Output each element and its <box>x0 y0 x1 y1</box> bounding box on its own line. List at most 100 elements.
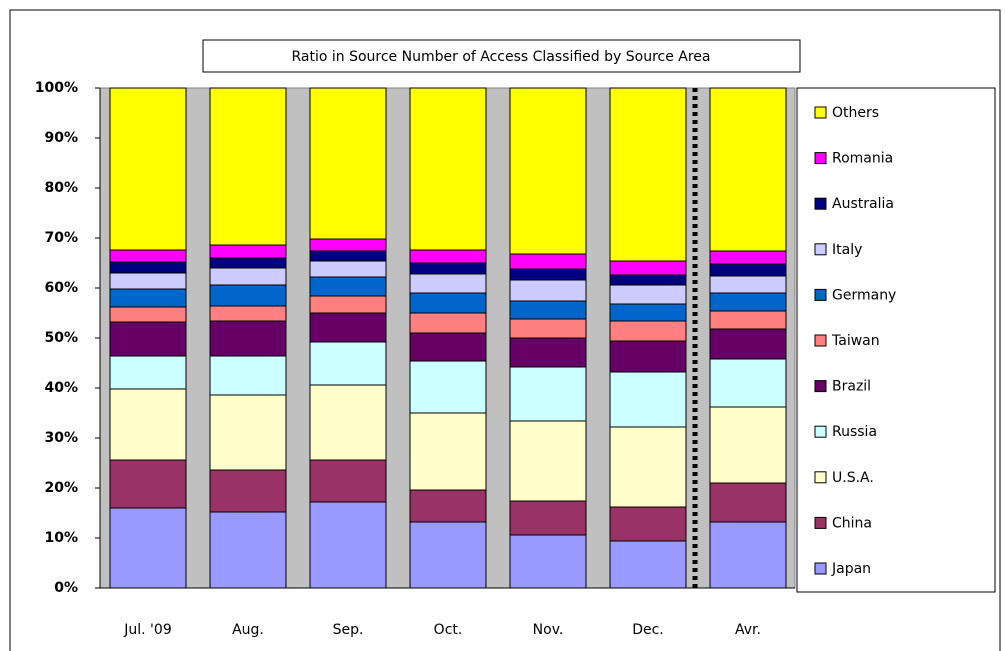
bar-segment <box>609 320 687 342</box>
x-tick-label: Dec. <box>632 622 664 638</box>
bar-segment <box>309 250 387 262</box>
bar-segment <box>409 332 487 362</box>
bar-segment <box>109 355 187 390</box>
bar-segment <box>309 312 387 343</box>
bar-segment <box>309 295 387 314</box>
legend-swatch <box>814 334 827 347</box>
bar-segment <box>109 249 187 263</box>
bar-segment <box>209 511 287 589</box>
title-box <box>202 39 801 73</box>
bar-segment <box>509 337 587 368</box>
bar-segment <box>209 284 287 307</box>
bar-segment <box>709 328 787 360</box>
bar-segment <box>309 459 387 503</box>
bar-segment <box>409 249 487 264</box>
bar-segment <box>309 384 387 461</box>
bar-segment <box>609 87 687 262</box>
bar-segment <box>509 253 587 270</box>
bar-segment <box>509 318 587 339</box>
x-tick-label: Oct. <box>434 622 463 638</box>
bar-segment <box>609 284 687 305</box>
legend-label: Italy <box>832 242 862 258</box>
x-tick-label: Avr. <box>735 622 761 638</box>
bar-segment <box>609 540 687 589</box>
bar-segment <box>709 358 787 408</box>
x-tick-label: Nov. <box>533 622 564 638</box>
bar-segment <box>709 482 787 523</box>
bar-segment <box>109 261 187 274</box>
bar-segment <box>109 87 187 251</box>
bar-segment <box>209 394 287 471</box>
legend-label: Taiwan <box>831 333 880 349</box>
bar-segment <box>209 320 287 357</box>
bar-segment <box>209 267 287 286</box>
bar-segment <box>709 406 787 484</box>
bar-segment <box>609 506 687 542</box>
legend-label: Brazil <box>832 379 871 395</box>
bar-segment <box>409 412 487 491</box>
bar-segment <box>409 312 487 334</box>
bar-segment <box>609 274 687 286</box>
bar-segment <box>509 87 587 255</box>
legend-box <box>796 87 996 593</box>
bar-segment <box>309 276 387 297</box>
bar-segment <box>709 292 787 312</box>
bar-segment <box>709 521 787 589</box>
legend-swatch <box>814 425 827 438</box>
bar-segment <box>509 420 587 502</box>
bar-segment <box>709 310 787 330</box>
bar-segment <box>109 321 187 357</box>
bar-segment <box>209 87 287 246</box>
y-tick-label: 70% <box>44 230 78 246</box>
bar-segment <box>409 273 487 294</box>
bar-segment <box>309 238 387 252</box>
y-tick-label: 40% <box>44 380 78 396</box>
x-tick-label: Jul. '09 <box>123 622 171 638</box>
bar-segment <box>509 279 587 302</box>
bar-segment <box>209 305 287 322</box>
bar-segment <box>609 426 687 508</box>
legend-swatch <box>814 471 827 484</box>
bar-segment <box>409 360 487 414</box>
bar-segment <box>509 300 587 320</box>
bar-segment <box>509 534 587 589</box>
bar-segment <box>509 366 587 422</box>
bar-segment <box>209 469 287 513</box>
legend-swatch <box>814 152 827 165</box>
bar-segment <box>309 260 387 278</box>
legend-label: Japan <box>831 561 871 577</box>
y-tick-label: 0% <box>54 580 78 596</box>
bar-segment <box>609 340 687 373</box>
bar-segment <box>709 250 787 265</box>
y-tick-label: 30% <box>44 430 78 446</box>
bar-segment <box>709 275 787 294</box>
bar-segment <box>109 459 187 509</box>
y-tick-label: 60% <box>44 280 78 296</box>
bar-segment <box>409 87 487 251</box>
bar-segment <box>409 521 487 589</box>
legend-label: Russia <box>832 424 877 440</box>
legend-label: Others <box>832 105 879 121</box>
legend-swatch <box>814 562 827 575</box>
bar-segment <box>109 306 187 323</box>
legend-swatch <box>814 516 827 529</box>
bar-segment <box>609 260 687 276</box>
bar-segment <box>109 507 187 589</box>
bar-segment <box>209 244 287 259</box>
legend-swatch <box>814 106 827 119</box>
x-tick-label: Aug. <box>232 622 264 638</box>
bar-segment <box>609 303 687 322</box>
bar-segment <box>209 257 287 269</box>
bar-segment <box>509 268 587 281</box>
bar-segment <box>309 341 387 386</box>
bar-segment <box>209 355 287 396</box>
bar-segment <box>109 288 187 308</box>
x-tick-label: Sep. <box>333 622 364 638</box>
legend-swatch <box>814 288 827 301</box>
legend-swatch <box>814 243 827 256</box>
bar-segment <box>709 263 787 277</box>
legend-label: U.S.A. <box>832 470 874 486</box>
y-tick-label: 90% <box>44 130 78 146</box>
y-tick-label: 50% <box>44 330 78 346</box>
